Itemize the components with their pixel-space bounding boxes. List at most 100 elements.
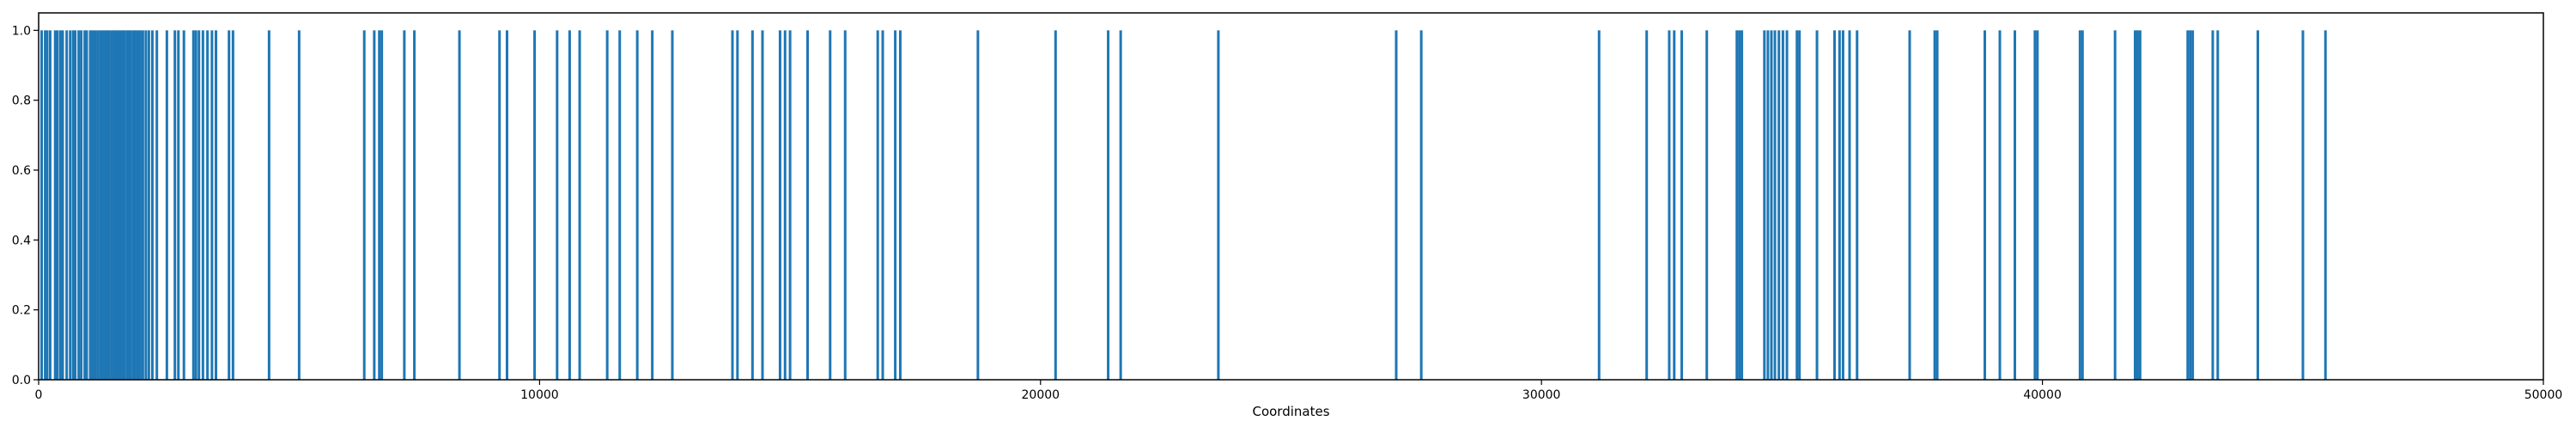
bar [2136,30,2139,380]
bar [556,30,559,380]
bar [651,30,654,380]
y-tick-label: 0.2 [12,304,31,318]
bar [1738,30,1741,380]
bar [127,30,131,380]
bar [91,30,94,380]
bar [1773,30,1777,380]
x-tick-label: 40000 [2023,388,2062,402]
x-axis-ticks: 0 10000 20000 30000 40000 50000 [35,380,2563,402]
bar [1645,30,1649,380]
bar [2033,30,2037,380]
bar [215,30,218,380]
x-axis-label: Coordinates [1252,404,1329,419]
bar [105,30,108,380]
bar [2113,30,2117,380]
bar [362,30,366,380]
bar [118,30,122,380]
bar [2036,30,2039,380]
bar [71,30,75,380]
bar [150,30,154,380]
bar [116,30,119,380]
bar [191,30,195,380]
x-tick-label: 30000 [1522,388,1561,402]
bar [129,30,132,380]
bar [671,30,674,380]
bar [1741,30,1744,380]
bar [147,30,150,380]
bar [2256,30,2259,380]
bar [843,30,847,380]
bar [137,30,140,380]
bar [778,30,781,380]
bar [194,30,197,380]
bar [1705,30,1709,380]
bar [635,30,639,380]
bar [96,30,100,380]
bar [1933,30,1936,380]
bar [1935,30,1939,380]
x-tick-label: 50000 [2524,388,2563,402]
bar [197,30,201,380]
bar [1668,30,1671,380]
bar [56,30,59,380]
bar [123,30,126,380]
bar [210,30,214,380]
bar [2216,30,2220,380]
bar [2191,30,2195,380]
bar [736,30,739,380]
bar [761,30,764,380]
bar [1673,30,1676,380]
bar [1984,30,1987,380]
bar [134,30,137,380]
bar [99,30,102,380]
bar [1119,30,1122,380]
bar [976,30,980,380]
bar [1815,30,1819,380]
bar [58,30,62,380]
bar [1848,30,1851,380]
bar [1763,30,1766,380]
bar [2134,30,2137,380]
bar [125,30,129,380]
bar [165,30,168,380]
bar [120,30,124,380]
bar [2186,30,2190,380]
bar [750,30,754,380]
x-tick-label: 20000 [1022,388,1060,402]
bar [605,30,609,380]
bar [1832,30,1836,380]
bar [1908,30,1911,380]
bar [2324,30,2327,380]
bar [568,30,571,380]
bar [231,30,234,380]
bar [1217,30,1220,380]
bar [94,30,97,380]
bar [44,30,47,380]
bar [74,30,77,380]
bar [177,30,180,380]
y-tick-label: 0.4 [12,234,31,247]
bar [1419,30,1423,380]
bar [88,30,92,380]
bar [138,30,142,380]
bar [1770,30,1773,380]
bar [533,30,537,380]
bar [110,30,113,380]
bar [2138,30,2142,380]
bar [297,30,301,380]
y-tick-label: 0.0 [12,374,31,387]
bar [155,30,159,380]
bar [413,30,416,380]
x-tick-label: 0 [35,388,43,402]
bar [1856,30,1859,380]
bar [1054,30,1057,380]
bar [2189,30,2192,380]
bar [173,30,177,380]
bar [69,30,72,380]
bar [1735,30,1739,380]
bar [85,30,88,380]
bar [53,30,57,380]
bar [107,30,111,380]
bar [112,30,116,380]
